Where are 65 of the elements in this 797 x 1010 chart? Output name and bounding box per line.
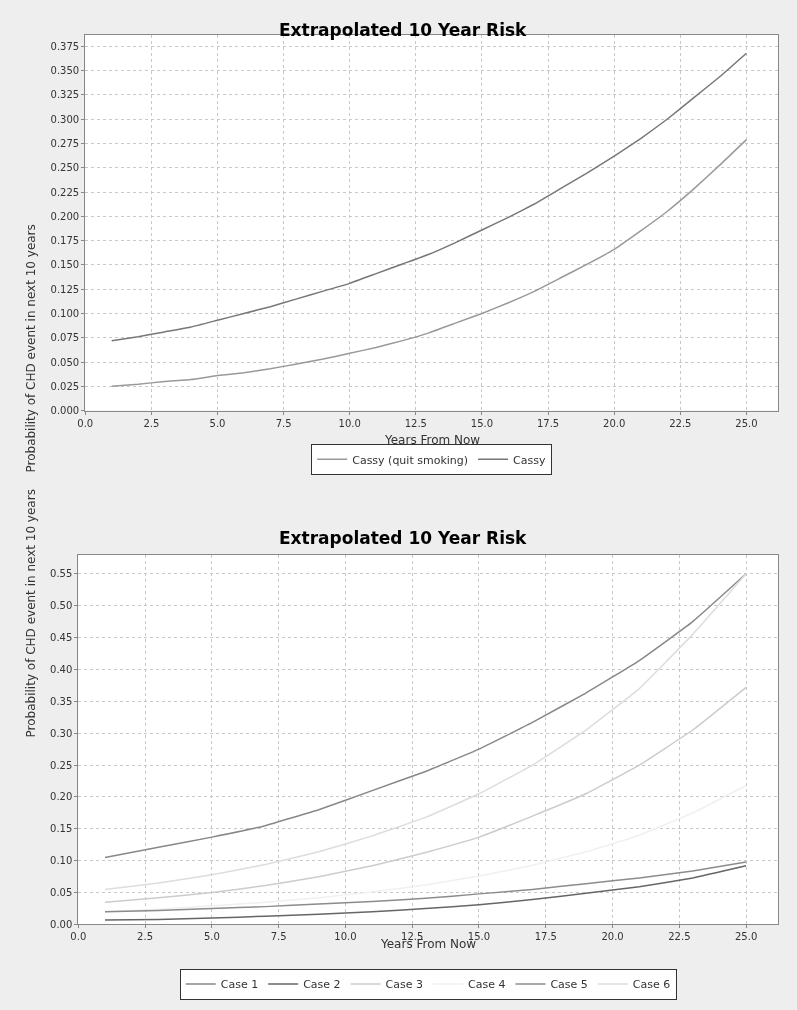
legend-label: Case 5 [550, 978, 588, 992]
y-tick-label: 0.300 [50, 113, 80, 125]
line-series [110, 52, 748, 342]
y-tick-label: 0.50 [50, 600, 73, 612]
y-tick-label: 0.175 [50, 235, 80, 247]
y-tick-label: 0.10 [50, 855, 73, 867]
y-tick-label: 0.375 [50, 40, 80, 52]
y-tick-label: 0.150 [50, 259, 80, 271]
x-tick-label: 15.0 [470, 417, 494, 429]
x-tick-label: 25.0 [735, 931, 758, 943]
y-tick-label: 0.325 [50, 89, 80, 101]
legend-label: Case 4 [468, 978, 506, 992]
legend-label: Case 1 [220, 978, 259, 992]
x-tick-label: 2.5 [143, 417, 160, 429]
y-tick-label: 0.45 [50, 632, 73, 644]
x-tick-label: 5.0 [203, 931, 220, 943]
y-tick-label: 0.100 [50, 307, 80, 319]
chart-title: Extrapolated 10 Year Risk [279, 20, 528, 40]
y-tick-label: 0.000 [50, 405, 80, 417]
x-tick-label: 17.5 [534, 931, 557, 943]
y-tick-label: 0.050 [50, 356, 80, 368]
chart-title: Extrapolated 10 Year Risk [279, 528, 528, 548]
x-tick-label: 7.5 [275, 417, 292, 429]
y-tick-label: 0.350 [50, 65, 80, 77]
x-tick-label: 5.0 [209, 417, 226, 429]
x-tick-label: 2.5 [137, 931, 154, 943]
x-tick-label: 0.0 [70, 931, 87, 943]
y-tick-label: 0.00 [50, 918, 73, 930]
x-tick-label: 20.0 [601, 931, 624, 943]
y-tick-label: 0.125 [50, 283, 80, 295]
y-tick-label: 0.275 [50, 138, 80, 150]
legend-label: Case 3 [385, 978, 423, 992]
y-tick-label: 0.200 [50, 210, 80, 222]
y-tick-label: 0.55 [50, 568, 73, 580]
y-tick-label: 0.40 [50, 663, 73, 675]
x-tick-label: 20.0 [603, 417, 626, 429]
line-series [104, 861, 747, 913]
x-tick-label: 25.0 [735, 417, 758, 429]
x-tick-label: 22.5 [669, 417, 692, 429]
y-axis-title: Probability of CHD event in next 10 years [24, 224, 39, 473]
x-tick-label: 12.5 [404, 417, 427, 429]
y-tick-label: 0.30 [50, 727, 73, 739]
x-tick-label: 10.0 [338, 417, 361, 429]
x-tick-label: 7.5 [270, 931, 287, 943]
x-axis-title: Years From Now [384, 433, 481, 447]
y-tick-label: 0.15 [50, 823, 73, 835]
line-series [110, 138, 748, 388]
y-tick-label: 0.05 [50, 887, 73, 899]
x-tick-label: 17.5 [536, 417, 560, 429]
y-axis-title: Probability of CHD event in next 10 years [24, 489, 39, 738]
x-tick-label: 0.0 [77, 417, 94, 429]
x-tick-label: 22.5 [668, 931, 691, 943]
y-tick-label: 0.225 [50, 186, 80, 198]
y-tick-label: 0.35 [50, 695, 73, 707]
y-tick-label: 0.075 [50, 332, 80, 344]
legend-label: Case 2 [303, 978, 341, 992]
line-series [104, 865, 747, 921]
legend-label: Cassy [513, 453, 546, 467]
legend-label: Case 6 [632, 978, 671, 992]
y-tick-label: 0.25 [50, 759, 73, 771]
legend-label: Cassy (quit smoking) [352, 453, 469, 467]
y-tick-label: 0.20 [50, 791, 73, 803]
y-tick-label: 0.025 [50, 380, 80, 392]
y-tick-label: 0.250 [50, 162, 80, 174]
x-tick-label: 10.0 [334, 931, 357, 943]
